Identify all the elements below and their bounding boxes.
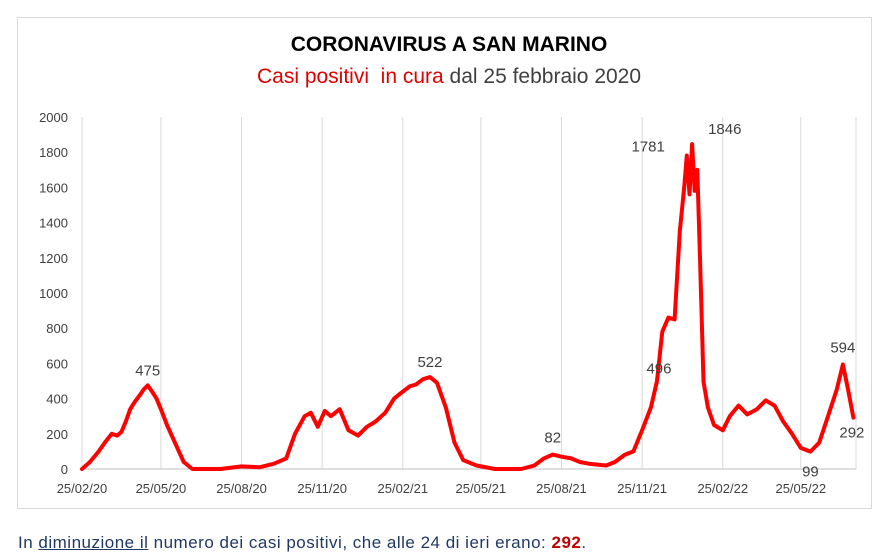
footer-part-1: In: [18, 533, 39, 552]
chart-title: CORONAVIRUS A SAN MARINO: [291, 33, 608, 56]
y-tick-label: 1200: [39, 251, 68, 266]
x-tick-label: 25/11/20: [297, 481, 347, 496]
data-label: 1781: [631, 139, 664, 156]
footer-part-4: .: [581, 533, 587, 552]
footer-part-2: diminuzione il: [38, 533, 149, 552]
y-tick-label: 1800: [39, 145, 68, 160]
x-tick-label: 25/05/21: [456, 481, 507, 496]
y-tick-label: 200: [46, 427, 68, 442]
footer-part-3: numero dei casi positivi, che alle 24 di…: [148, 533, 552, 552]
y-tick-label: 2000: [39, 110, 68, 125]
x-tick-label: 25/05/20: [136, 481, 187, 496]
chart-svg: CORONAVIRUS A SAN MARINO Casi positivi in…: [39, 33, 864, 496]
x-tick-label: 25/08/20: [216, 481, 267, 496]
data-label: 496: [646, 361, 671, 378]
y-tick-label: 1400: [39, 216, 68, 231]
series-line: [80, 142, 856, 471]
data-label: 82: [544, 430, 561, 447]
x-tick-label: 25/02/22: [697, 481, 748, 496]
data-label: 522: [417, 354, 442, 371]
y-tick-label: 600: [46, 356, 68, 371]
footer-value: 292: [551, 533, 582, 552]
chart-subtitle-part-0: Casi positivi in cura: [257, 65, 444, 88]
y-tick-label: 0: [61, 462, 68, 477]
y-tick-label: 800: [46, 321, 68, 336]
x-tick-label: 25/02/21: [378, 481, 429, 496]
x-tick-label: 25/08/21: [536, 481, 587, 496]
x-tick-label: 25/05/22: [775, 481, 826, 496]
data-label: 1846: [708, 121, 741, 138]
data-label: 99: [802, 464, 819, 481]
footer-text: In diminuzione il numero dei casi positi…: [18, 533, 587, 553]
chart-subtitle: Casi positivi in cura dal 25 febbraio 20…: [257, 65, 641, 88]
y-tick-label: 400: [46, 392, 68, 407]
chart-subtitle-part-1: dal 25 febbraio 2020: [444, 65, 641, 88]
x-tick-label: 25/02/20: [57, 481, 108, 496]
data-label: 292: [839, 425, 864, 442]
y-tick-label: 1600: [39, 180, 68, 195]
chart-frame: CORONAVIRUS A SAN MARINO Casi positivi in…: [17, 17, 872, 509]
data-label: 594: [830, 339, 855, 356]
data-label: 475: [135, 362, 160, 379]
y-tick-label: 1000: [39, 286, 68, 301]
x-tick-label: 25/11/21: [617, 481, 667, 496]
